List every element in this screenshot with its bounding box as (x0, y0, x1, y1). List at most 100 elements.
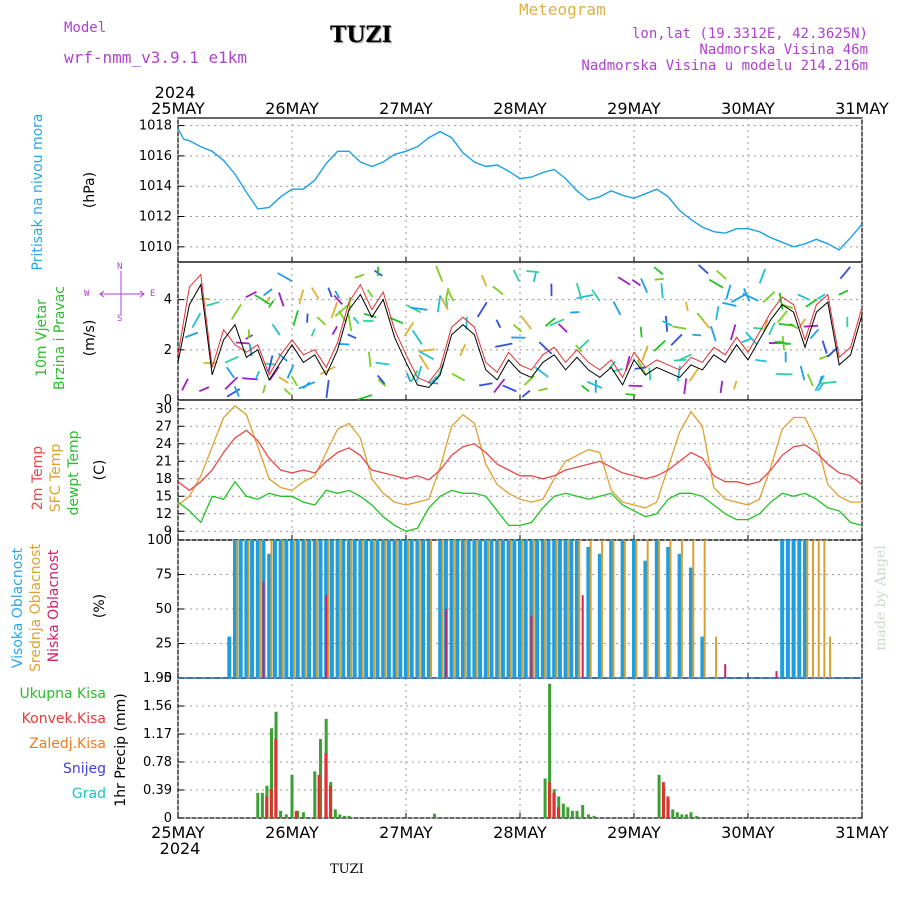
day-label-bottom: 31MAY (835, 823, 889, 842)
precip-frame (177, 677, 863, 819)
precip-ytick-label: 0 (164, 811, 172, 826)
wind-arrow (495, 319, 502, 329)
wind-arrow (444, 287, 450, 301)
day-label-bottom: 30MAY (721, 823, 775, 842)
compass-w: W (84, 289, 90, 299)
precip-conv-bar (324, 753, 328, 818)
legend-freezing-rain: Zaledj.Kisa (29, 736, 106, 752)
wind-arrow (672, 325, 687, 330)
wind-arrow (410, 306, 428, 311)
precip-ytick-label: 1.17 (143, 727, 172, 742)
precip-total-bar (671, 809, 675, 818)
wind-arrow (242, 377, 258, 381)
cloud-high-bar (666, 546, 671, 678)
wind-arrow (520, 315, 532, 330)
cloud-high-bar (409, 540, 414, 678)
cloud-mid-bar (829, 636, 832, 678)
wind-ytick-label: 2 (164, 343, 172, 358)
pressure-ytick-label: 1018 (139, 119, 172, 134)
cloud-mid-bar (658, 540, 661, 678)
cloud-high-bar (307, 540, 312, 678)
precip-total-bar (581, 805, 585, 818)
cloud-high-bar (540, 540, 545, 678)
wind-arrow (375, 361, 390, 366)
wind-arrow (254, 294, 271, 305)
cloud-high-bar (404, 540, 408, 678)
cloud-mid-bar (281, 540, 284, 678)
wind-arrow (730, 292, 748, 304)
wind-arrow (191, 312, 202, 329)
compass-n: N (117, 262, 123, 272)
wind-arrow (586, 380, 603, 389)
cloud-high-bar (438, 540, 443, 678)
precip-total-bar (313, 771, 317, 818)
wind-arrow (235, 341, 250, 345)
wind-arrow (803, 324, 819, 328)
cloud-high-bar (312, 540, 317, 678)
precip-conv-bar (317, 774, 321, 818)
cloud-high-bar (500, 540, 505, 678)
wind-arrow (729, 324, 737, 341)
wind-arrow (641, 345, 649, 362)
day-label-top: 27MAY (379, 99, 433, 118)
wind-arrow (230, 304, 242, 320)
wind-arrow (797, 293, 810, 301)
cloud-high-bar (512, 540, 517, 678)
wind-arrow (534, 366, 549, 378)
precip-total-bar (543, 778, 547, 818)
wind-arrow (310, 328, 316, 337)
cloud-high-bar (375, 540, 380, 678)
cloud-mid-bar (236, 540, 239, 678)
cloud-high-bar (318, 540, 323, 678)
pressure-ytick-label: 1012 (139, 210, 172, 225)
cloud-mid-bar (293, 540, 296, 678)
cloud-high-bar (238, 540, 243, 678)
wind-arrow (263, 288, 273, 297)
precip-conv-bar (294, 810, 298, 818)
temp-ytick-label: 9 (164, 524, 172, 539)
cloud-high-bar (523, 540, 528, 678)
precip-total-bar (689, 812, 693, 818)
wind-arrow (697, 264, 709, 275)
cloud-high-bar (398, 540, 403, 678)
cloud-mid-bar (418, 540, 421, 678)
precip-total-bar (279, 810, 283, 818)
pressure-ytick-label: 1016 (139, 149, 172, 164)
cloud-mid-bar (623, 540, 626, 678)
cloud-high-bar (586, 546, 591, 678)
wind-arrow (334, 290, 341, 299)
wind-arrow (451, 372, 466, 382)
compass-s: S (117, 314, 123, 324)
wind-arrow (316, 316, 327, 326)
meteogram-title: Meteogram (519, 0, 606, 19)
wind-arrow (181, 378, 189, 391)
wind-arrow (377, 378, 387, 387)
cloud-high-bar (301, 540, 306, 678)
precip-total-bar (575, 810, 579, 818)
cloud-mid-bar (304, 540, 307, 678)
precip-total-bar (338, 814, 342, 818)
cloud-mid-bar (350, 540, 353, 678)
cloud-high-bar (267, 553, 272, 678)
precip-total-bar (586, 814, 590, 818)
wind-arrow (376, 374, 386, 385)
footer-station: TUZI (330, 862, 364, 877)
wind-arrow (776, 310, 788, 324)
wind-arrow (354, 273, 365, 279)
sfc-temp-line (177, 404, 862, 509)
wind-arrow (762, 319, 769, 332)
cloud-mid-bar (327, 540, 330, 678)
precip-conv-bar (547, 782, 551, 818)
wind-arrow (478, 382, 493, 387)
cloud-low-bar (262, 581, 265, 678)
wind-arrow (745, 331, 758, 346)
cloud-low-bar (530, 615, 533, 678)
station-title: TUZI (330, 22, 392, 48)
wind-arrow (366, 289, 374, 298)
day-label-top: 31MAY (835, 99, 889, 118)
wind-arrow (418, 350, 435, 361)
wind-arrow (778, 292, 784, 310)
wind-arrow (688, 368, 699, 382)
wind-arrow (676, 365, 681, 382)
wind-arrow (512, 323, 522, 333)
